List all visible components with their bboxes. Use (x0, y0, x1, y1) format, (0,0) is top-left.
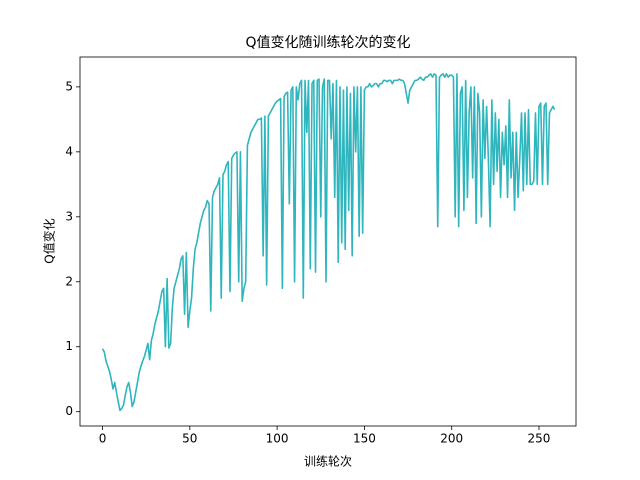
x-tick-label: 150 (353, 432, 376, 446)
y-tick-label: 4 (65, 144, 73, 158)
x-tick-label: 200 (440, 432, 463, 446)
plot-frame (79, 56, 577, 427)
y-axis-label: Q值变化 (42, 218, 57, 263)
y-tick-label: 0 (65, 404, 73, 418)
series-line (101, 73, 556, 412)
y-tick-label: 2 (65, 274, 73, 288)
y-tick-label: 5 (65, 79, 73, 93)
chart-title: Q值变化随训练轮次的变化 (245, 35, 410, 51)
x-tick-label: 0 (99, 432, 107, 446)
x-tick-label: 250 (528, 432, 551, 446)
x-tick-label: 100 (266, 432, 289, 446)
x-axis-label: 训练轮次 (304, 454, 352, 469)
y-tick-label: 3 (65, 209, 73, 223)
x-tick-label: 50 (182, 432, 197, 446)
y-tick-label: 1 (65, 339, 73, 353)
